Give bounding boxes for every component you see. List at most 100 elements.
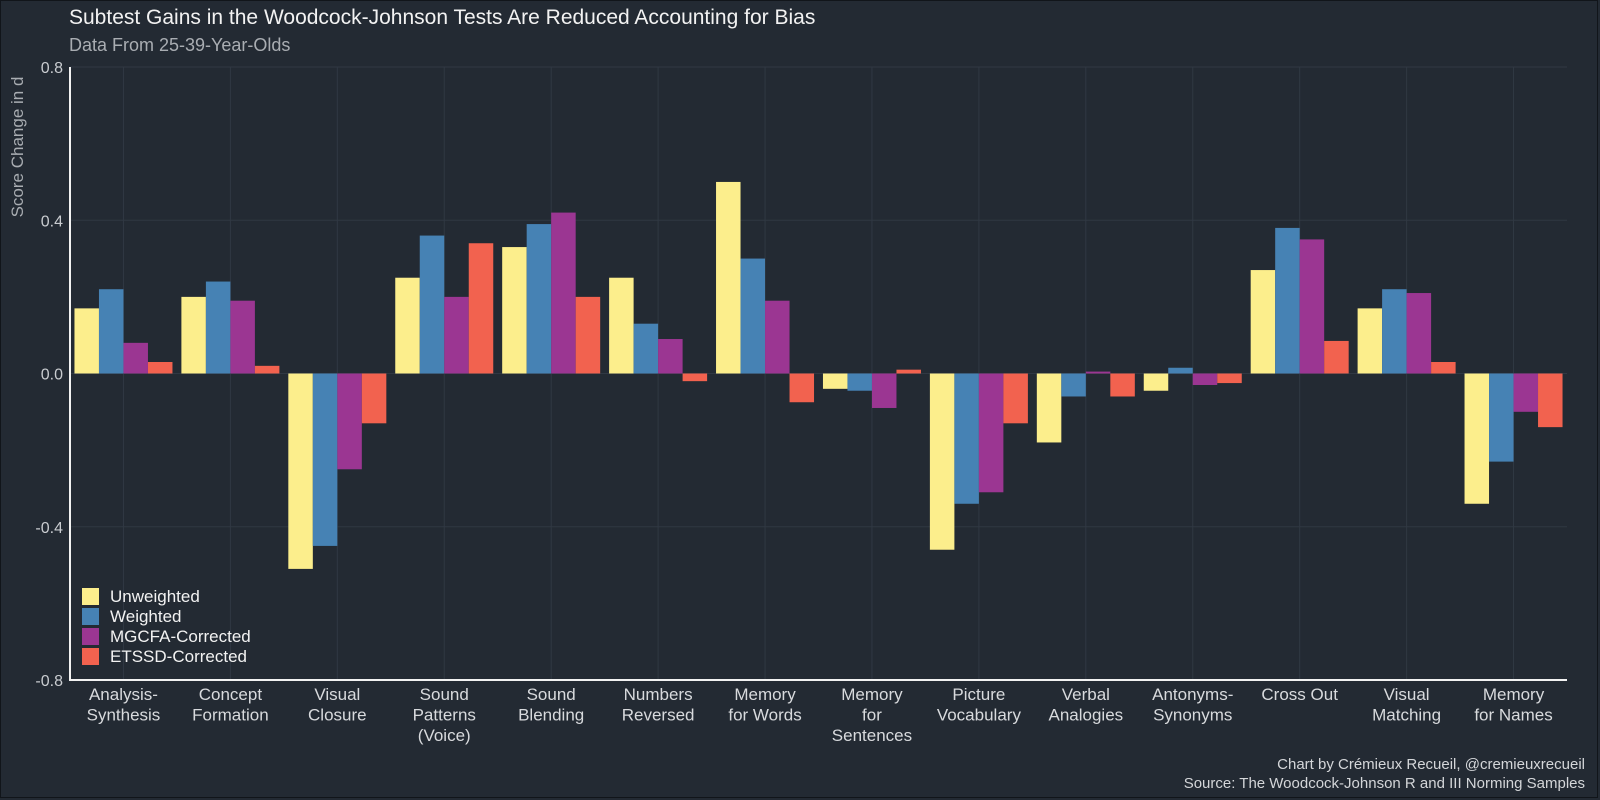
bar-weighted-5	[633, 323, 659, 374]
x-tick-label: Blending	[518, 706, 584, 725]
bar-unweighted-6	[716, 181, 741, 374]
y-tick-label: 0.4	[41, 213, 63, 230]
bar-mgcfa-corrected-13	[1513, 373, 1539, 412]
bar-etssd-corrected-8	[1003, 373, 1028, 424]
chart-subtitle: Data From 25-39-Year-Olds	[69, 35, 291, 55]
x-tick-label: Matching	[1372, 706, 1441, 725]
bar-weighted-3	[419, 235, 445, 374]
x-tick-label: Patterns	[413, 706, 476, 725]
x-tick-label: (Voice)	[418, 726, 471, 745]
bar-etssd-corrected-2	[361, 373, 387, 424]
bar-unweighted-5	[609, 277, 634, 374]
bar-mgcfa-corrected-3	[444, 296, 469, 374]
bar-unweighted-2	[288, 373, 313, 569]
bar-mgcfa-corrected-5	[658, 339, 683, 374]
legend-swatch	[82, 588, 99, 605]
x-tick-label: Concept	[199, 685, 263, 704]
chart-title: Subtest Gains in the Woodcock-Johnson Te…	[69, 6, 816, 29]
x-tick-label: Formation	[192, 706, 269, 725]
bar-unweighted-12	[1357, 308, 1383, 374]
bar-unweighted-4	[502, 247, 527, 374]
bar-mgcfa-corrected-10	[1192, 373, 1218, 385]
bar-mgcfa-corrected-4	[551, 212, 576, 374]
legend-swatch	[82, 608, 99, 625]
bar-mgcfa-corrected-0	[123, 342, 148, 374]
x-tick-label: Memory	[734, 685, 796, 704]
credit-source: Source: The Woodcock-Johnson R and III N…	[1183, 775, 1585, 792]
bar-mgcfa-corrected-2	[337, 373, 362, 470]
x-tick-label: Closure	[308, 706, 367, 725]
bar-etssd-corrected-13	[1538, 373, 1563, 428]
bar-weighted-7	[847, 373, 872, 391]
bar-unweighted-7	[822, 373, 848, 389]
bar-etssd-corrected-4	[575, 296, 601, 374]
bar-etssd-corrected-5	[682, 373, 708, 382]
x-tick-label: for	[862, 706, 882, 725]
bar-weighted-12	[1382, 289, 1407, 374]
x-tick-label: Sound	[527, 685, 576, 704]
x-tick-label: Synthesis	[87, 706, 161, 725]
bar-weighted-10	[1168, 367, 1193, 374]
legend-label: Unweighted	[110, 587, 200, 606]
bar-mgcfa-corrected-6	[765, 300, 790, 374]
x-tick-label: Visual	[1384, 685, 1430, 704]
x-tick-label: Reversed	[622, 706, 695, 725]
x-tick-label: Analysis-	[89, 685, 158, 704]
x-tick-label: Analogies	[1048, 706, 1123, 725]
legend-swatch	[82, 628, 99, 645]
x-tick-label: Cross Out	[1261, 685, 1338, 704]
bar-unweighted-1	[181, 296, 206, 374]
x-tick-label: Verbal	[1062, 685, 1110, 704]
bar-etssd-corrected-1	[254, 365, 280, 374]
x-tick-label: for Names	[1474, 706, 1552, 725]
legend-label: Weighted	[110, 607, 182, 626]
bar-etssd-corrected-6	[789, 373, 815, 403]
bar-weighted-0	[98, 289, 124, 374]
x-tick-label: Sentences	[832, 726, 912, 745]
x-tick-label: Antonyms-	[1152, 685, 1233, 704]
bar-unweighted-3	[395, 277, 420, 374]
credit-author: Chart by Crémieux Recueil, @cremieuxrecu…	[1277, 756, 1585, 773]
legend-label: MGCFA-Corrected	[110, 627, 251, 646]
x-tick-label: Picture	[952, 685, 1005, 704]
bar-etssd-corrected-12	[1431, 362, 1456, 374]
bar-weighted-8	[954, 373, 979, 504]
bar-mgcfa-corrected-8	[978, 373, 1004, 493]
bar-mgcfa-corrected-9	[1085, 371, 1111, 374]
bar-unweighted-8	[929, 373, 955, 550]
bar-weighted-1	[205, 281, 231, 374]
x-tick-label: Visual	[314, 685, 360, 704]
x-tick-label: Sound	[420, 685, 469, 704]
bar-etssd-corrected-11	[1324, 340, 1349, 374]
bar-etssd-corrected-10	[1217, 373, 1242, 384]
bar-mgcfa-corrected-7	[871, 373, 897, 408]
legend-swatch	[82, 648, 99, 665]
bar-mgcfa-corrected-12	[1406, 293, 1432, 374]
chart-credit: Chart by Crémieux Recueil, @cremieuxrecu…	[1184, 755, 1585, 793]
legend-label: ETSSD-Corrected	[110, 647, 247, 666]
bar-mgcfa-corrected-11	[1299, 239, 1325, 374]
bar-weighted-11	[1275, 227, 1300, 374]
bar-weighted-4	[526, 224, 552, 374]
y-axis-label: Score Change in d	[8, 77, 27, 218]
bar-unweighted-11	[1250, 270, 1276, 374]
bar-weighted-9	[1061, 373, 1086, 397]
x-tick-label: Memory	[841, 685, 903, 704]
bar-etssd-corrected-7	[896, 369, 921, 374]
bar-etssd-corrected-3	[468, 243, 494, 374]
x-tick-label: Numbers	[624, 685, 693, 704]
x-tick-label: Memory	[1483, 685, 1545, 704]
bar-weighted-6	[740, 258, 766, 374]
bar-unweighted-9	[1036, 373, 1062, 443]
bar-weighted-2	[312, 373, 338, 546]
bar-unweighted-13	[1464, 373, 1490, 504]
y-tick-label: -0.4	[35, 520, 63, 537]
bar-unweighted-10	[1143, 373, 1169, 391]
x-tick-label: for Words	[728, 706, 801, 725]
x-tick-label: Vocabulary	[937, 706, 1022, 725]
y-tick-label: 0.0	[41, 367, 63, 384]
x-tick-label: Synonyms	[1153, 706, 1232, 725]
bar-mgcfa-corrected-1	[230, 300, 255, 374]
bar-etssd-corrected-9	[1110, 373, 1135, 397]
